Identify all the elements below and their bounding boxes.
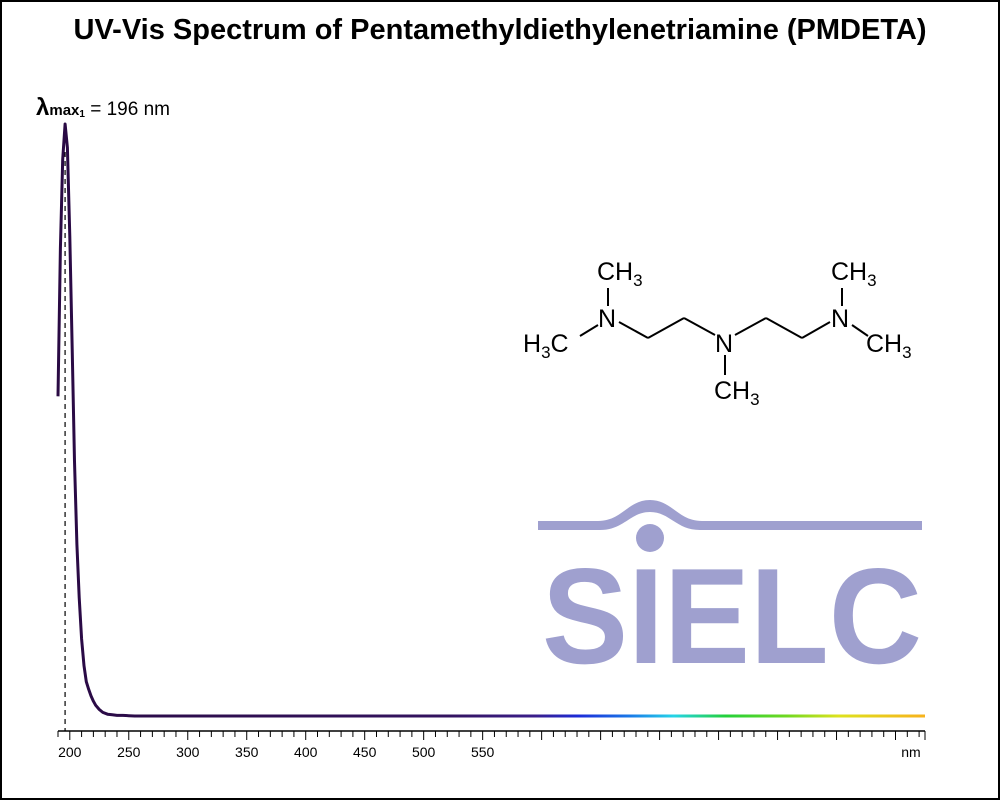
x-tick-label: 300 <box>176 744 200 760</box>
x-axis-unit-label: nm <box>901 744 920 760</box>
sielc-logo-dot <box>636 524 664 552</box>
x-tick-label: 250 <box>117 744 141 760</box>
x-tick-label: 450 <box>353 744 377 760</box>
x-tick-label: 400 <box>294 744 318 760</box>
lambda-max-label: λmax1 = 196 nm <box>36 94 170 122</box>
atom-label-h3c-left: H3C <box>523 330 569 362</box>
molecule-labels: CH3 H3C N N CH3 CH3 N CH3 <box>523 258 912 409</box>
bond <box>618 321 649 339</box>
atom-label-ch3-top-left: CH3 <box>597 258 643 290</box>
bond <box>579 324 599 337</box>
chart-title: UV-Vis Spectrum of Pentamethyldiethylene… <box>73 14 927 46</box>
x-axis-tick-labels: 200 250 300 350 400 450 500 550 <box>58 744 494 760</box>
bond <box>734 317 767 336</box>
bond <box>851 324 869 337</box>
molecule-structure <box>579 288 869 375</box>
x-tick-label: 500 <box>412 744 436 760</box>
x-tick-label: 350 <box>235 744 259 760</box>
bond <box>647 317 685 339</box>
spectrum-line <box>56 122 925 718</box>
lambda-value: = 196 nm <box>90 99 170 120</box>
atom-label-n-left: N <box>598 305 616 333</box>
sielc-logo: SIELC <box>538 500 922 692</box>
sielc-logo-wave <box>538 500 922 530</box>
x-tick-label: 200 <box>58 744 82 760</box>
bond <box>801 321 831 339</box>
atom-label-ch3-top-right: CH3 <box>831 258 877 290</box>
bond <box>765 317 803 339</box>
x-axis-ticks <box>57 731 926 740</box>
x-tick-label: 550 <box>471 744 495 760</box>
lambda-symbol: λ <box>36 94 50 121</box>
atom-label-n-center: N <box>715 330 733 358</box>
atom-label-ch3-right: CH3 <box>866 330 912 362</box>
lambda-subscript: max <box>49 102 80 119</box>
bond <box>683 317 716 336</box>
atom-label-ch3-bottom: CH3 <box>714 377 760 409</box>
lambda-subscript-index: 1 <box>79 109 85 120</box>
atom-label-n-right: N <box>831 305 849 333</box>
sielc-logo-text: SIELC <box>542 540 922 692</box>
